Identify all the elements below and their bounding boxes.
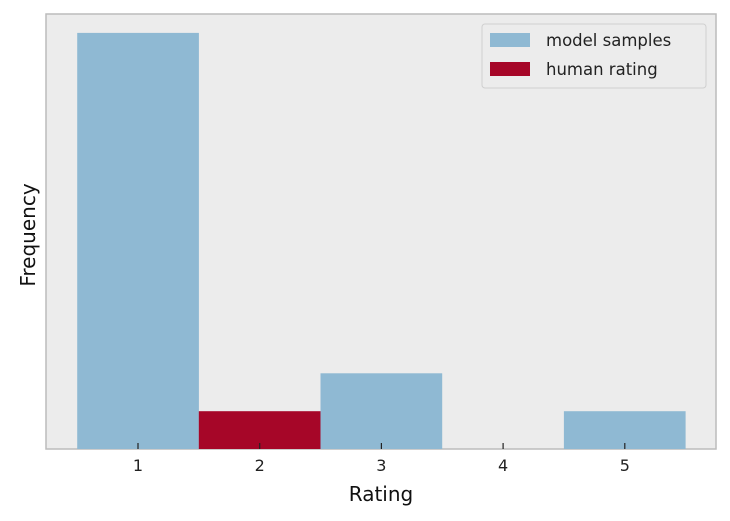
x-axis-label: Rating xyxy=(349,482,413,506)
bar-model-samples-rating-3 xyxy=(320,373,443,449)
x-ticks-layer: 1 2 3 4 5 xyxy=(133,443,630,475)
legend-swatch-human-rating xyxy=(490,62,530,76)
legend-swatch-model-samples xyxy=(490,33,530,47)
bars-layer xyxy=(77,32,686,450)
x-tick-label-3: 3 xyxy=(376,456,386,475)
x-tick-label-4: 4 xyxy=(498,456,508,475)
x-tick-label-2: 2 xyxy=(255,456,265,475)
x-tick-label-1: 1 xyxy=(133,456,143,475)
bar-model-samples-rating-1 xyxy=(77,32,199,450)
y-axis-label: Frequency xyxy=(16,183,40,286)
legend-label-human-rating: human rating xyxy=(546,60,658,79)
bar-model-samples-rating-5 xyxy=(563,411,686,449)
legend-label-model-samples: model samples xyxy=(546,31,671,50)
x-tick-label-5: 5 xyxy=(620,456,630,475)
bar-human-rating-rating-2 xyxy=(198,411,321,449)
legend-box xyxy=(481,23,707,89)
legend: model samples human rating xyxy=(481,23,707,89)
